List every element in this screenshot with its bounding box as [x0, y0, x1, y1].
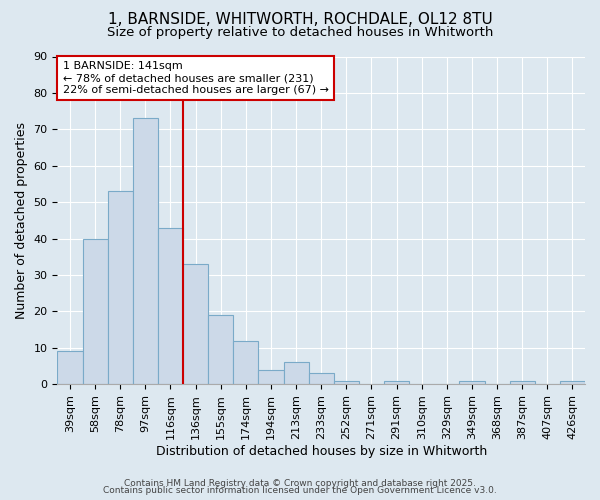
Bar: [284, 362, 308, 384]
X-axis label: Distribution of detached houses by size in Whitworth: Distribution of detached houses by size …: [155, 444, 487, 458]
Text: Contains HM Land Registry data © Crown copyright and database right 2025.: Contains HM Land Registry data © Crown c…: [124, 478, 476, 488]
Text: 1, BARNSIDE, WHITWORTH, ROCHDALE, OL12 8TU: 1, BARNSIDE, WHITWORTH, ROCHDALE, OL12 8…: [107, 12, 493, 28]
Bar: [208, 315, 233, 384]
Bar: [460, 380, 485, 384]
Bar: [158, 228, 183, 384]
Bar: [384, 380, 409, 384]
Bar: [308, 374, 334, 384]
Bar: [58, 352, 83, 384]
Text: 1 BARNSIDE: 141sqm
← 78% of detached houses are smaller (231)
22% of semi-detach: 1 BARNSIDE: 141sqm ← 78% of detached hou…: [62, 62, 329, 94]
Bar: [259, 370, 284, 384]
Bar: [183, 264, 208, 384]
Bar: [560, 380, 585, 384]
Bar: [83, 238, 107, 384]
Bar: [233, 340, 259, 384]
Text: Contains public sector information licensed under the Open Government Licence v3: Contains public sector information licen…: [103, 486, 497, 495]
Bar: [509, 380, 535, 384]
Text: Size of property relative to detached houses in Whitworth: Size of property relative to detached ho…: [107, 26, 493, 39]
Bar: [334, 380, 359, 384]
Bar: [133, 118, 158, 384]
Bar: [107, 191, 133, 384]
Y-axis label: Number of detached properties: Number of detached properties: [15, 122, 28, 319]
